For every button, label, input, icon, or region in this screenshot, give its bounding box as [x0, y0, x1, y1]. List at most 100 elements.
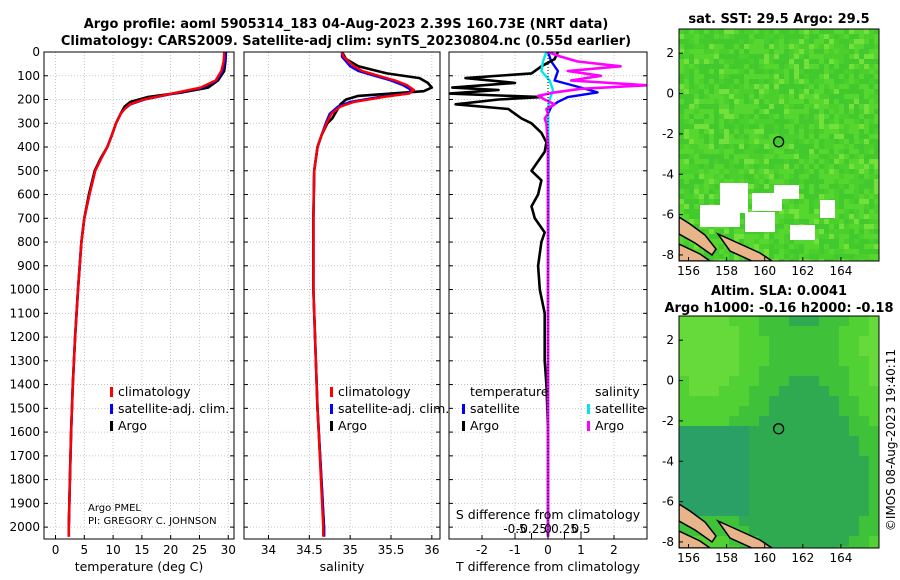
map-cell	[744, 154, 750, 160]
map-cell	[764, 144, 770, 150]
map-cell	[739, 174, 745, 180]
map-cell	[719, 159, 725, 165]
map-cell	[839, 199, 845, 205]
map-cell	[799, 194, 805, 200]
map-cell	[679, 336, 690, 347]
map-cell	[774, 109, 780, 115]
map-cell	[734, 154, 740, 160]
map-cell	[819, 39, 825, 45]
map-cell	[739, 44, 745, 50]
map-cell	[759, 64, 765, 70]
map-cell	[819, 164, 825, 170]
map-cell	[869, 219, 875, 225]
map-cell	[849, 259, 855, 261]
map-cell	[849, 54, 855, 60]
map-cell	[749, 64, 755, 70]
map-cell	[689, 44, 695, 50]
map-nodata	[774, 185, 799, 199]
map-cell	[854, 234, 860, 240]
map-cell	[764, 84, 770, 90]
map-cell	[789, 154, 795, 160]
map-cell	[779, 486, 790, 497]
map-cell	[699, 536, 710, 547]
map-cell	[819, 134, 825, 140]
map-cell	[779, 109, 785, 115]
map-cell	[714, 169, 720, 175]
map-cell	[769, 104, 775, 110]
map-cell	[829, 189, 835, 195]
map-cell	[844, 84, 850, 90]
map-cell	[684, 239, 690, 245]
map-cell	[729, 74, 735, 80]
map-cell	[709, 164, 715, 170]
map-cell	[859, 199, 865, 205]
map-cell	[719, 129, 725, 135]
map-cell	[834, 199, 840, 205]
map-cell	[759, 526, 770, 537]
map-cell	[699, 396, 710, 407]
map-cell	[744, 174, 750, 180]
map-cell	[799, 376, 810, 387]
series-group	[312, 52, 434, 537]
map-cell	[744, 84, 750, 90]
map-cell	[814, 44, 820, 50]
map-cell	[789, 436, 800, 447]
map-cell	[849, 124, 855, 130]
map-cell	[819, 496, 830, 507]
map-cell	[719, 386, 730, 397]
map-cell	[874, 229, 879, 235]
map-cell	[869, 546, 879, 548]
map-cell	[799, 546, 810, 548]
map-cell	[859, 44, 865, 50]
map-cell	[809, 336, 820, 347]
map-cell	[754, 144, 760, 150]
map-cell	[829, 139, 835, 145]
map-cell	[859, 496, 870, 507]
map-cell	[714, 49, 720, 55]
map-cell	[709, 34, 715, 40]
map-cell	[714, 249, 720, 255]
map-cell	[769, 496, 780, 507]
map-cell	[699, 436, 710, 447]
map-cell	[714, 39, 720, 45]
map-cell	[809, 159, 815, 165]
sst-map-title: sat. SST: 29.5 Argo: 29.5	[688, 12, 869, 27]
map-cell	[809, 219, 815, 225]
map-cell	[764, 124, 770, 130]
map-cell	[849, 426, 860, 437]
map-cell	[859, 104, 865, 110]
map-cell	[754, 174, 760, 180]
map-cell	[744, 139, 750, 145]
map-cell	[829, 169, 835, 175]
map-cell	[694, 84, 700, 90]
map-cell	[734, 254, 740, 260]
map-cell	[859, 536, 870, 547]
map-cell	[779, 234, 785, 240]
map-cell	[799, 249, 805, 255]
map-cell	[844, 99, 850, 105]
map-cell	[699, 64, 705, 70]
map-cell	[759, 124, 765, 130]
map-cell	[719, 356, 730, 367]
map-field	[679, 316, 879, 548]
map-cell	[754, 124, 760, 130]
map-cell	[824, 234, 830, 240]
map-cell	[694, 124, 700, 130]
map-cell	[869, 446, 879, 457]
map-cell	[714, 139, 720, 145]
map-cell	[749, 326, 760, 337]
map-cell	[689, 396, 700, 407]
map-cell	[799, 204, 805, 210]
map-cell	[724, 124, 730, 130]
map-cell	[749, 129, 755, 135]
map-cell	[769, 89, 775, 95]
map-cell	[819, 154, 825, 160]
map-cell	[754, 84, 760, 90]
map-cell	[814, 239, 820, 245]
map-cell	[789, 179, 795, 185]
map-cell	[704, 49, 710, 55]
map-cell	[799, 209, 805, 215]
map-cell	[824, 124, 830, 130]
